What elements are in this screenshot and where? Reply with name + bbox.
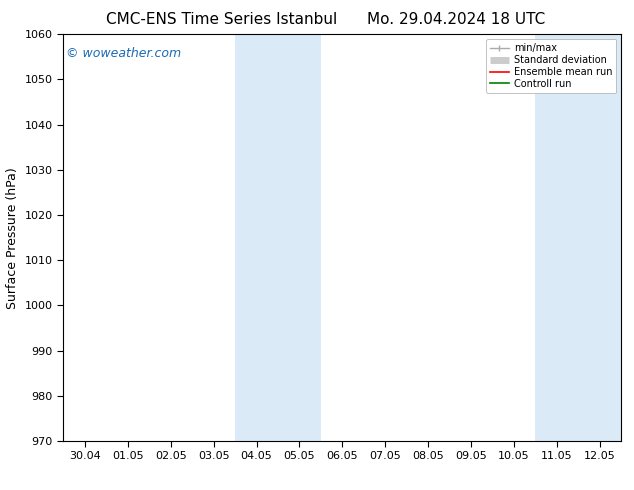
Bar <box>235 34 321 441</box>
Text: © woweather.com: © woweather.com <box>66 47 181 59</box>
Legend: min/max, Standard deviation, Ensemble mean run, Controll run: min/max, Standard deviation, Ensemble me… <box>486 39 616 93</box>
Text: CMC-ENS Time Series Istanbul: CMC-ENS Time Series Istanbul <box>107 12 337 27</box>
Text: Mo. 29.04.2024 18 UTC: Mo. 29.04.2024 18 UTC <box>367 12 546 27</box>
Bar <box>536 34 621 441</box>
Y-axis label: Surface Pressure (hPa): Surface Pressure (hPa) <box>6 167 19 309</box>
